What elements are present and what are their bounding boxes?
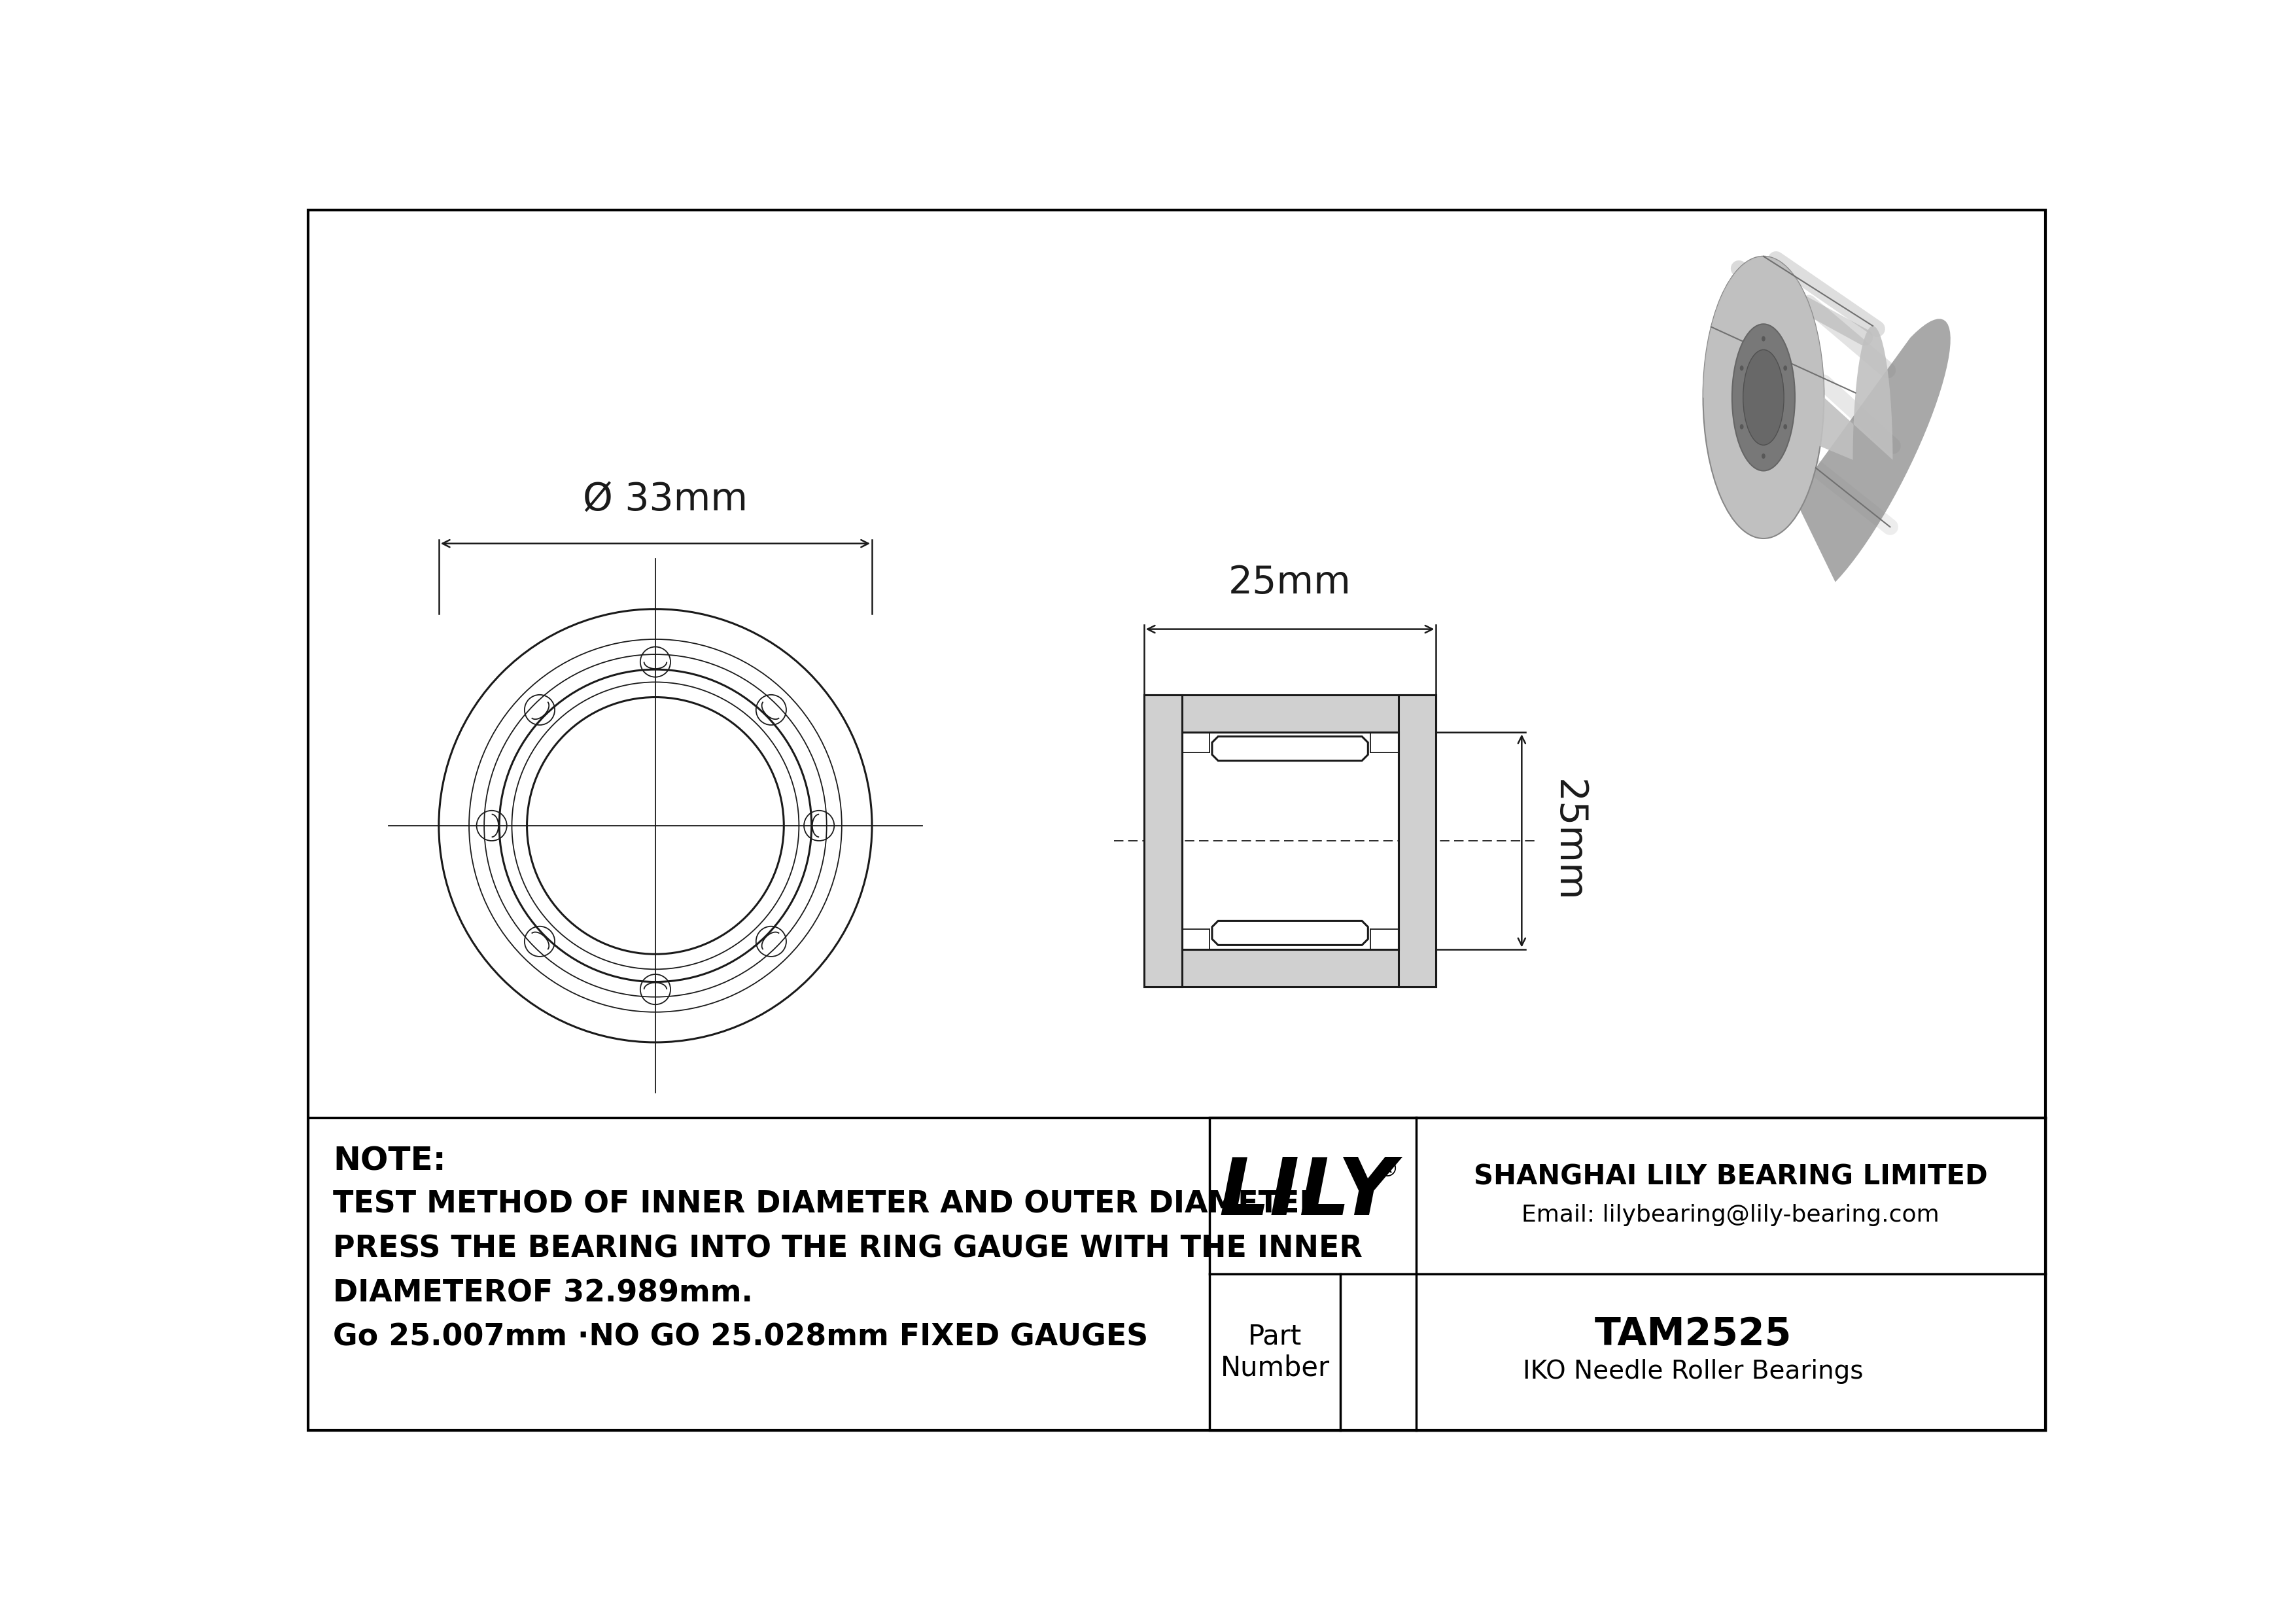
- Ellipse shape: [1761, 336, 1766, 341]
- Polygon shape: [1143, 695, 1182, 987]
- Polygon shape: [1398, 695, 1435, 987]
- Text: TEST METHOD OF INNER DIAMETER AND OUTER DIAMETER.: TEST METHOD OF INNER DIAMETER AND OUTER …: [333, 1190, 1334, 1220]
- Text: 25mm: 25mm: [1228, 564, 1352, 601]
- Text: Email: lilybearing@lily-bearing.com: Email: lilybearing@lily-bearing.com: [1522, 1203, 1940, 1226]
- Text: Go 25.007mm ·NO GO 25.028mm FIXED GAUGES: Go 25.007mm ·NO GO 25.028mm FIXED GAUGES: [333, 1324, 1148, 1353]
- Text: Ø 33mm: Ø 33mm: [583, 481, 748, 518]
- Text: NOTE:: NOTE:: [333, 1145, 445, 1177]
- Text: DIAMETEROF 32.989mm.: DIAMETEROF 32.989mm.: [333, 1278, 753, 1307]
- Ellipse shape: [1784, 424, 1786, 429]
- Ellipse shape: [1784, 365, 1786, 370]
- Ellipse shape: [1740, 365, 1743, 370]
- Text: TAM2525: TAM2525: [1593, 1315, 1791, 1353]
- Text: PRESS THE BEARING INTO THE RING GAUGE WITH THE INNER: PRESS THE BEARING INTO THE RING GAUGE WI…: [333, 1234, 1362, 1263]
- Text: IKO Needle Roller Bearings: IKO Needle Roller Bearings: [1522, 1359, 1864, 1384]
- Polygon shape: [1182, 732, 1398, 948]
- Polygon shape: [1704, 257, 1892, 460]
- Text: LILY: LILY: [1219, 1155, 1396, 1231]
- Polygon shape: [1711, 257, 1952, 581]
- Text: 25mm: 25mm: [1550, 780, 1587, 903]
- Ellipse shape: [1761, 453, 1766, 458]
- Ellipse shape: [1731, 325, 1795, 471]
- Text: Part
Number: Part Number: [1219, 1322, 1329, 1382]
- Ellipse shape: [1704, 257, 1823, 539]
- Ellipse shape: [1743, 349, 1784, 445]
- Text: ®: ®: [1375, 1158, 1398, 1181]
- Ellipse shape: [1740, 424, 1743, 429]
- Polygon shape: [1143, 948, 1435, 987]
- Polygon shape: [1143, 695, 1435, 732]
- Text: SHANGHAI LILY BEARING LIMITED: SHANGHAI LILY BEARING LIMITED: [1474, 1163, 1988, 1190]
